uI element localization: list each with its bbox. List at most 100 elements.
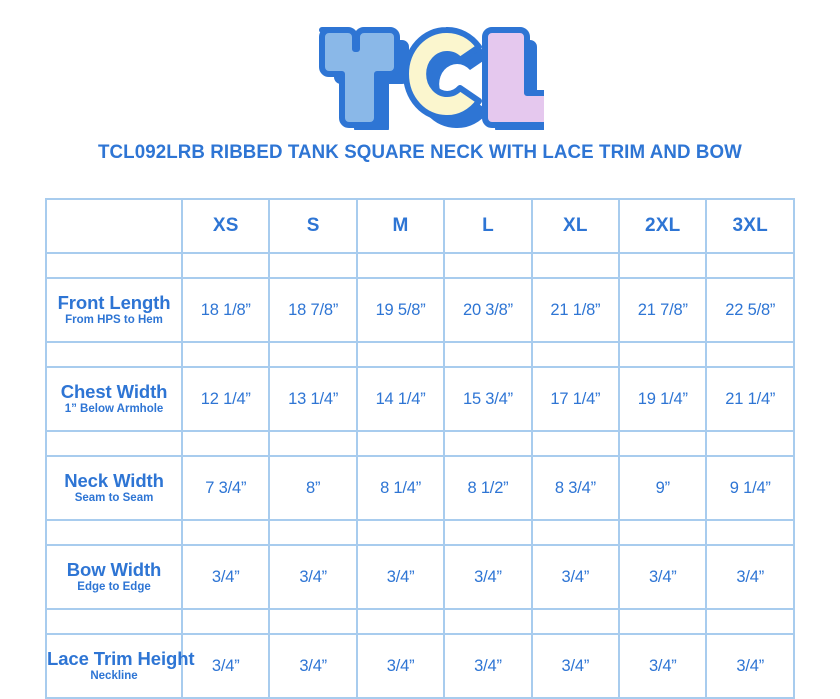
table-spacer-cell [620,521,708,546]
table-spacer-cell [183,521,271,546]
tcl-logo [319,26,544,130]
size-header-3xl: 3XL [707,198,795,254]
measurement-value: 21 7/8” [620,279,708,343]
table-spacer-cell [707,521,795,546]
table-row: Bow Width Edge to Edge 3/4” 3/4” 3/4” 3/4” 3/4… [45,546,795,610]
logo-letter-l [482,27,544,128]
measurement-value: 3/4” [532,635,621,699]
table-spacer-cell [270,254,358,279]
measurement-value: 3/4” [183,635,271,699]
measurement-value: 19 1/4” [620,368,708,432]
table-corner-cell [45,198,184,254]
measurement-name: Bow Width [66,558,162,580]
measurement-value: 18 1/8” [183,279,271,343]
measurement-value: 3/4” [270,546,358,610]
measurement-label-chest-width: Chest Width 1” Below Armhole [45,368,184,432]
size-chart-container: XS S M L XL 2XL 3XL Front Length From HPS to Hem… [45,198,795,699]
table-spacer-cell [620,610,708,635]
measurement-label-lace-trim-height: Lace Trim Height Neckline [45,635,195,699]
measurement-name: Lace Trim Height [47,647,195,669]
table-spacer-cell [620,343,708,368]
table-spacer-cell [357,343,446,368]
table-spacer-row [45,432,795,457]
size-header-l: L [445,198,533,254]
size-header-s: S [270,198,358,254]
measurement-name: Neck Width [64,469,164,491]
measurement-name: Chest Width [60,380,168,402]
table-spacer-row [45,610,795,635]
table-spacer-cell [532,521,621,546]
table-spacer-cell [357,254,446,279]
logo-letter-t-shirt [319,27,400,128]
measurement-value: 3/4” [270,635,358,699]
table-spacer-cell [45,521,184,546]
size-header-m: M [357,198,446,254]
measurement-value: 3/4” [445,546,533,610]
table-spacer-cell [45,254,184,279]
measurement-label-bow-width: Bow Width Edge to Edge [45,546,184,610]
table-row: Front Length From HPS to Hem 18 1/8” 18 7/8… [45,279,795,343]
table-spacer-cell [532,343,621,368]
measurement-value: 9 1/4” [707,457,795,521]
table-spacer-cell [707,610,795,635]
table-spacer-cell [620,254,708,279]
measurement-value: 3/4” [620,546,708,610]
measurement-description: Seam to Seam [74,492,154,505]
measurement-value: 19 5/8” [357,279,446,343]
table-row: Chest Width 1” Below Armhole 12 1/4” 13 1/4… [45,368,795,432]
table-spacer-row [45,343,795,368]
size-header-xl: XL [532,198,621,254]
measurement-value: 8” [270,457,358,521]
logo-letter-c [403,26,482,122]
measurement-value: 3/4” [532,546,621,610]
table-spacer-cell [445,254,533,279]
measurement-value: 18 7/8” [270,279,358,343]
size-chart-table: XS S M L XL 2XL 3XL Front Length From HPS to Hem… [45,198,795,699]
measurement-value: 3/4” [445,635,533,699]
table-spacer-cell [183,254,271,279]
measurement-value: 8 1/4” [357,457,446,521]
table-row: Lace Trim Height Neckline 3/4” 3/4” 3/4” 3/4”… [45,635,795,699]
measurement-value: 3/4” [357,546,446,610]
measurement-label-front-length: Front Length From HPS to Hem [45,279,184,343]
measurement-value: 21 1/4” [707,368,795,432]
table-spacer-cell [357,521,446,546]
table-spacer-cell [183,432,271,457]
measurement-value: 3/4” [183,546,271,610]
table-spacer-cell [445,432,533,457]
table-spacer-cell [270,432,358,457]
measurement-description: Neckline [90,670,138,683]
table-spacer-cell [270,610,358,635]
measurement-label-neck-width: Neck Width Seam to Seam [45,457,184,521]
table-spacer-cell [445,610,533,635]
page-title: TCL092LRB RIBBED TANK SQUARE NECK WITH L… [98,141,742,163]
table-spacer-cell [620,432,708,457]
table-spacer-cell [707,343,795,368]
table-spacer-cell [183,610,271,635]
table-spacer-cell [45,432,184,457]
table-spacer-cell [532,254,621,279]
measurement-description: From HPS to Hem [65,314,163,327]
table-spacer-cell [270,343,358,368]
measurement-value: 14 1/4” [357,368,446,432]
measurement-value: 3/4” [357,635,446,699]
table-spacer-cell [357,432,446,457]
table-spacer-cell [357,610,446,635]
table-spacer-cell [45,343,184,368]
measurement-value: 3/4” [620,635,708,699]
table-spacer-cell [532,432,621,457]
table-spacer-cell [445,343,533,368]
measurement-value: 12 1/4” [183,368,271,432]
table-spacer-cell [532,610,621,635]
table-spacer-cell [707,254,795,279]
measurement-value: 3/4” [707,635,795,699]
table-row: Neck Width Seam to Seam 7 3/4” 8” 8 1/4” 8 1/… [45,457,795,521]
table-spacer-cell [270,521,358,546]
logo-area [0,0,840,140]
measurement-value: 20 3/8” [445,279,533,343]
measurement-description: 1” Below Armhole [64,403,164,416]
measurement-value: 8 1/2” [445,457,533,521]
measurement-name: Front Length [57,291,171,313]
table-spacer-cell [445,521,533,546]
measurement-value: 7 3/4” [183,457,271,521]
